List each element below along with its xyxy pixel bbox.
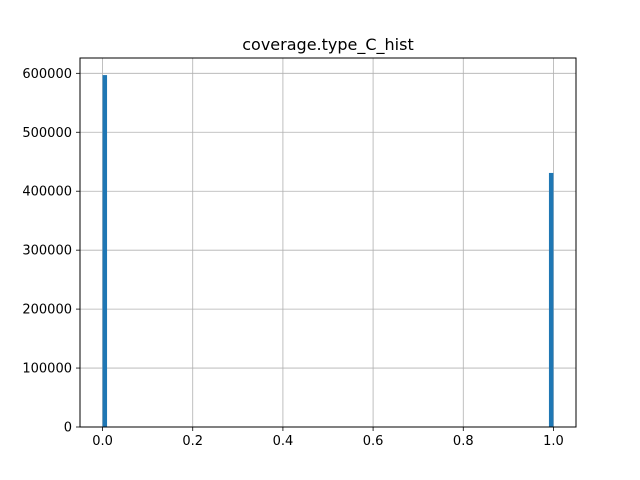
x-tick-label: 0.0: [92, 434, 113, 449]
y-tick-label: 100000: [22, 362, 72, 377]
x-tick-label: 0.4: [273, 434, 294, 449]
y-tick-label: 200000: [22, 303, 72, 318]
x-tick-label: 0.8: [453, 434, 474, 449]
bars: [102, 75, 554, 428]
grid-lines: [80, 58, 576, 428]
chart-title: coverage.type_C_hist: [242, 35, 413, 55]
x-tick-label: 0.2: [182, 434, 203, 449]
y-tick-label: 300000: [22, 244, 72, 259]
y-tick-label: 400000: [22, 185, 72, 200]
plot-frame: [79, 57, 577, 428]
histogram-bar: [102, 75, 108, 428]
x-tick-label: 1.0: [543, 434, 564, 449]
y-tick-label: 600000: [22, 67, 72, 82]
y-axis: 0 100000 200000 300000 400000 500000 600000: [22, 67, 80, 436]
x-axis: 0.0 0.2 0.4 0.6 0.8 1.0: [92, 427, 564, 449]
y-tick-label: 0: [64, 421, 72, 436]
y-tick-label: 500000: [22, 126, 72, 141]
histogram-bar: [548, 172, 554, 427]
x-tick-label: 0.6: [363, 434, 384, 449]
